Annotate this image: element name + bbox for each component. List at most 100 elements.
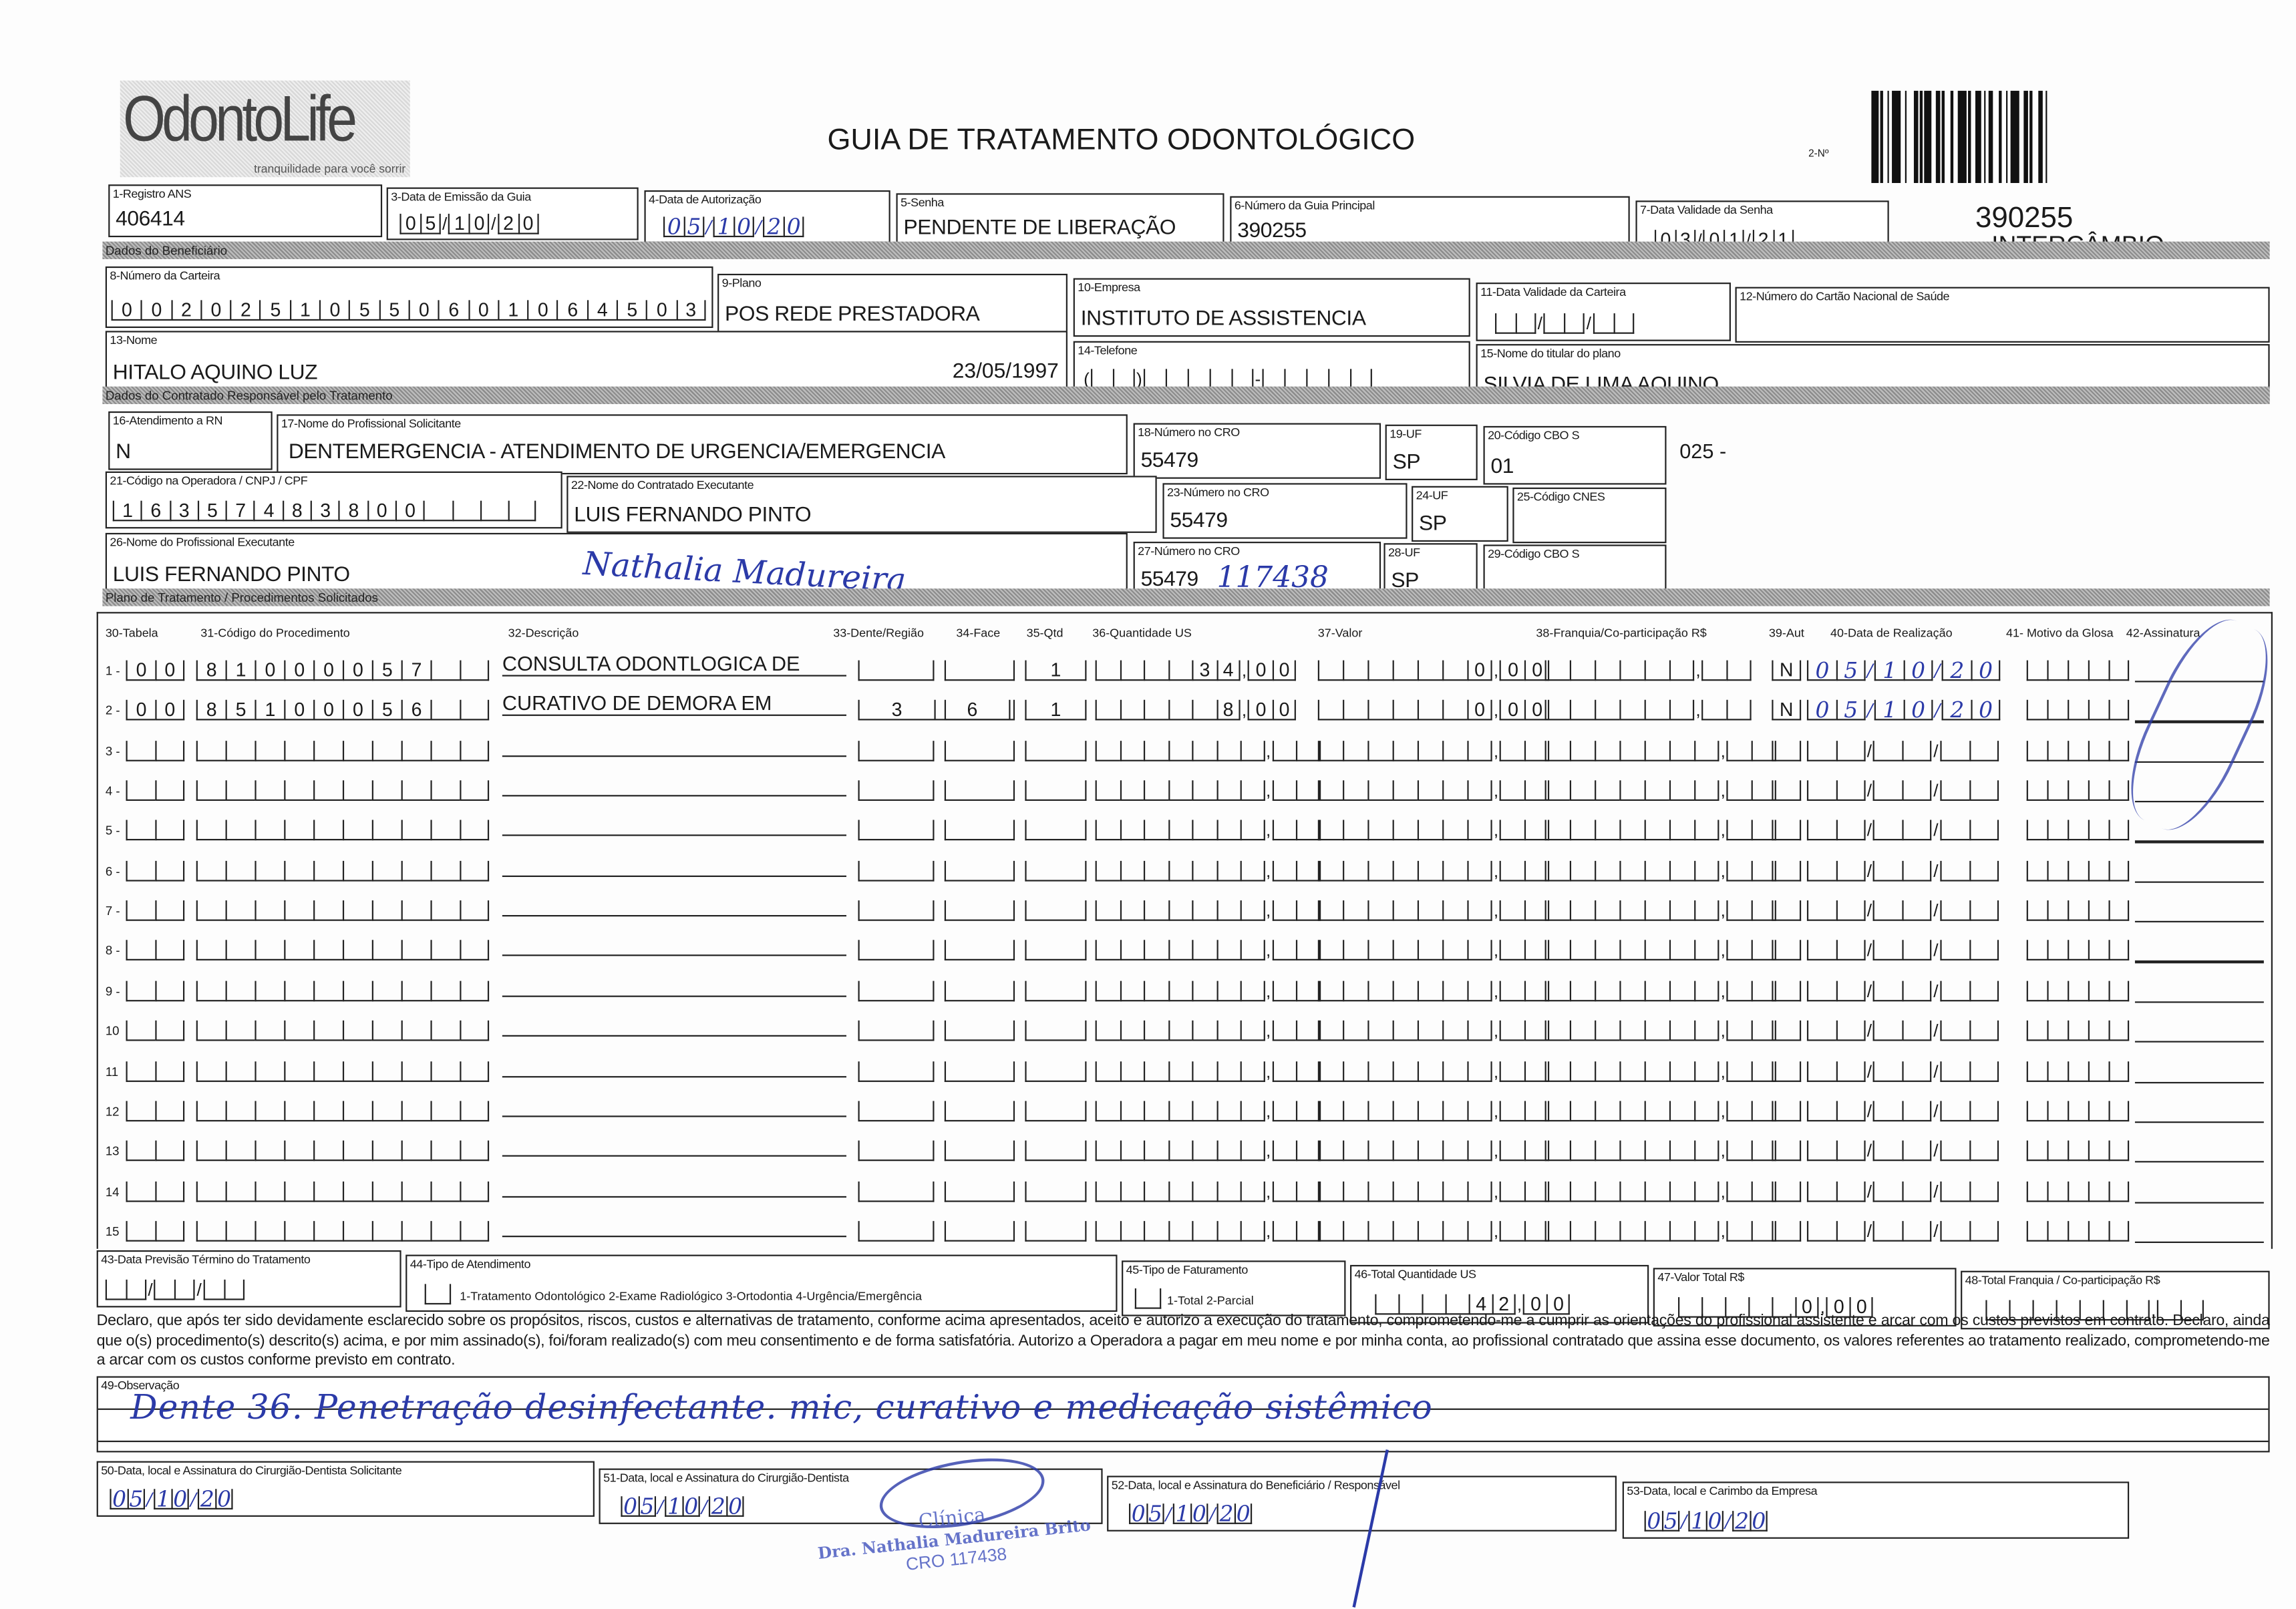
cell-codigo[interactable]	[196, 1138, 490, 1161]
cell-aut[interactable]	[1772, 978, 1802, 1001]
procedure-row[interactable]: 4 -,,, / /	[0, 780, 2296, 810]
field-observacao[interactable]: 49-Observação Dente 36. Penetração desin…	[96, 1376, 2270, 1453]
cell-franquia[interactable]: ,	[1544, 938, 1777, 961]
cell-qtd-us[interactable]: ,	[1095, 858, 1321, 882]
cell-tabela[interactable]	[126, 978, 185, 1001]
field-atendimento-rn[interactable]: 16-Atendimento a RN N	[108, 411, 273, 470]
cell-data[interactable]: / /	[1806, 1018, 1999, 1041]
procedure-description[interactable]	[502, 972, 846, 997]
cell-aut[interactable]	[1772, 1058, 1802, 1081]
cell-motivo[interactable]	[2026, 657, 2130, 681]
signature-line[interactable]	[2134, 1041, 2264, 1043]
cell-franquia[interactable]: ,	[1544, 657, 1752, 681]
cell-qtd-us[interactable]: ,	[1095, 777, 1321, 801]
field-data-autorizacao[interactable]: 4-Data de Autorização 0 5/1 0/2 0	[644, 190, 890, 243]
cell-aut[interactable]	[1772, 1218, 1802, 1242]
signature-line[interactable]	[2134, 761, 2264, 763]
cell-qtd[interactable]: 1	[1025, 657, 1087, 681]
tipo-faturamento-checkbox[interactable]	[1134, 1286, 1162, 1309]
cell-tabela[interactable]	[126, 1178, 185, 1202]
cell-face[interactable]	[944, 697, 1015, 721]
cell-dente[interactable]	[858, 1138, 935, 1161]
signature-line[interactable]	[2134, 1201, 2264, 1204]
cell-codigo[interactable]	[196, 1218, 490, 1242]
cell-face[interactable]	[944, 657, 1015, 681]
cell-aut[interactable]	[1772, 777, 1802, 801]
cell-data[interactable]: / /	[1806, 1178, 1999, 1202]
cell-qtd-us[interactable]: ,	[1095, 1138, 1321, 1161]
procedure-row[interactable]: 13,,, / /	[0, 1138, 2296, 1170]
cell-motivo[interactable]	[2026, 1098, 2130, 1121]
procedure-description[interactable]	[502, 932, 846, 957]
cell-data[interactable]: / /	[1806, 1218, 1999, 1242]
signature-line[interactable]	[2134, 920, 2264, 923]
cell-face[interactable]	[944, 898, 1015, 921]
cell-tabela[interactable]	[126, 858, 185, 882]
procedure-description[interactable]	[502, 812, 846, 837]
cell-data[interactable]: 0 5/1 0/2 0	[1806, 697, 2001, 721]
cell-franquia[interactable]: ,	[1544, 1098, 1777, 1121]
cell-dente[interactable]	[858, 978, 935, 1001]
cell-franquia[interactable]: ,	[1544, 1058, 1777, 1081]
cell-qtd[interactable]	[1025, 1178, 1087, 1202]
cell-codigo[interactable]	[196, 1058, 490, 1081]
procedure-row[interactable]: 7 -,,, / /	[0, 900, 2296, 930]
cell-aut[interactable]	[1772, 1018, 1802, 1041]
cell-tabela[interactable]	[126, 1098, 185, 1121]
cell-qtd[interactable]	[1025, 818, 1087, 842]
cell-valor[interactable]: ,	[1317, 1098, 1550, 1121]
field-previsao-termino[interactable]: 43-Data Previsão Término do Tratamento /…	[96, 1250, 401, 1308]
procedure-description[interactable]	[502, 1212, 846, 1238]
cell-tabela[interactable]	[126, 818, 185, 842]
cell-face[interactable]	[944, 737, 1015, 761]
cell-qtd-us[interactable]: ,	[1095, 1058, 1321, 1081]
procedure-description[interactable]	[502, 1092, 846, 1117]
signature-line[interactable]	[2134, 721, 2264, 723]
cell-franquia[interactable]: ,	[1544, 978, 1777, 1001]
procedure-description[interactable]: CURATIVO DE DEMORA EM	[502, 691, 846, 717]
cell-dente[interactable]	[858, 1018, 935, 1041]
signature-line[interactable]	[2134, 960, 2264, 963]
cell-data[interactable]: / /	[1806, 777, 1999, 801]
procedure-description[interactable]	[502, 1052, 846, 1077]
cell-face[interactable]	[944, 1098, 1015, 1121]
procedure-row[interactable]: 10,,, / /	[0, 1021, 2296, 1050]
cell-motivo[interactable]	[2026, 1018, 2130, 1041]
cell-valor[interactable]: ,	[1317, 777, 1550, 801]
cell-face[interactable]	[944, 1138, 1015, 1161]
cell-valor[interactable]: ,	[1317, 737, 1550, 761]
cell-qtd[interactable]	[1025, 1058, 1087, 1081]
field-assinatura-dentista[interactable]: 51-Data, local e Assinatura do Cirurgião…	[599, 1447, 1103, 1540]
cell-qtd[interactable]	[1025, 737, 1087, 761]
cell-dente[interactable]	[858, 1218, 935, 1242]
cell-dente[interactable]	[858, 898, 935, 921]
cell-codigo[interactable]	[196, 737, 490, 761]
field-data-emissao[interactable]: 3-Data de Emissão da Guia 0 5/1 0/2 0	[386, 187, 639, 240]
field-tipo-faturamento[interactable]: 45-Tipo de Faturamento 1-Total 2-Parcial	[1122, 1260, 1346, 1316]
field-cartao-nacional-saude[interactable]: 12-Número do Cartão Nacional de Saúde	[1735, 287, 2270, 343]
field-profissional-executante[interactable]: 26-Nome do Profissional Executante LUIS …	[105, 532, 1128, 600]
procedure-row[interactable]: 6 -,,, / /	[0, 860, 2296, 890]
procedure-row[interactable]: 9 -,,, / /	[0, 980, 2296, 1010]
field-senha[interactable]: 5-Senha PENDENTE DE LIBERAÇÃO	[896, 193, 1224, 246]
cell-codigo[interactable]	[196, 1098, 490, 1121]
cell-franquia[interactable]: ,	[1544, 818, 1777, 842]
cell-qtd-us[interactable]: ,	[1095, 737, 1321, 761]
cell-qtd[interactable]	[1025, 938, 1087, 961]
cell-aut[interactable]	[1772, 858, 1802, 882]
cell-face[interactable]	[944, 938, 1015, 961]
cell-motivo[interactable]	[2026, 858, 2130, 882]
procedure-row[interactable]: 12,,, / /	[0, 1101, 2296, 1130]
cell-tabela[interactable]	[126, 777, 185, 801]
cell-motivo[interactable]	[2026, 978, 2130, 1001]
cell-franquia[interactable]: ,	[1544, 1218, 1777, 1242]
signature-line[interactable]	[2134, 841, 2264, 843]
field-plano[interactable]: 9-Plano POS REDE PRESTADORA	[717, 273, 1068, 333]
cell-codigo[interactable]	[196, 777, 490, 801]
cell-dente[interactable]	[858, 657, 935, 681]
cell-aut[interactable]	[1772, 938, 1802, 961]
cell-motivo[interactable]	[2026, 898, 2130, 921]
